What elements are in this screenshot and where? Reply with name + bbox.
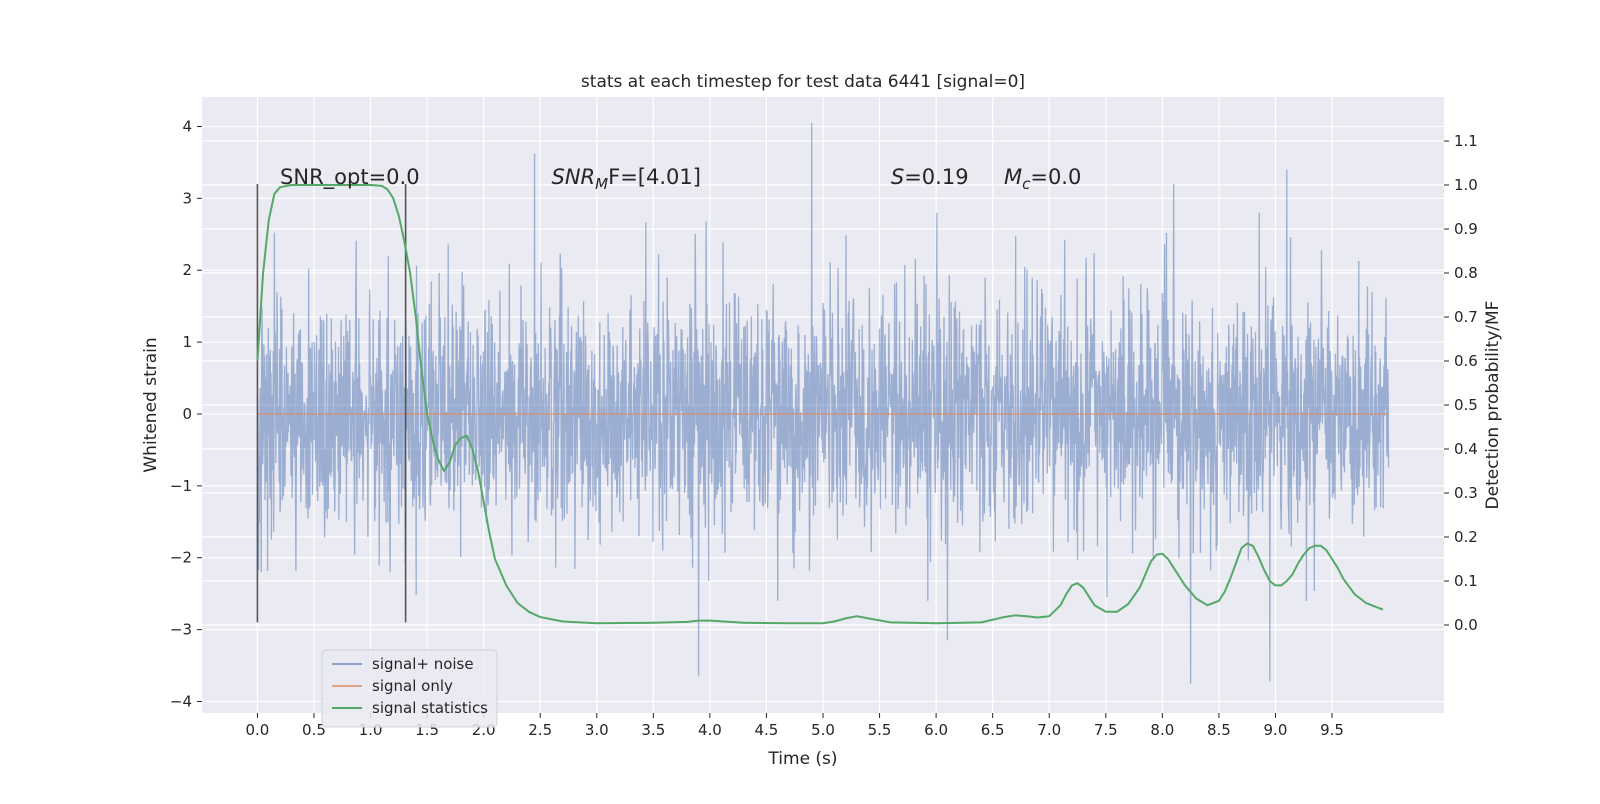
y-tick-label-right: 0.7	[1454, 308, 1478, 326]
y-tick-label-left: −2	[170, 549, 192, 567]
x-tick-label: 2.5	[528, 721, 552, 739]
y-tick-label-right: 0.9	[1454, 220, 1478, 238]
y-tick-label-left: 1	[182, 333, 192, 351]
y-tick-label-right: 0.8	[1454, 264, 1478, 282]
y-axis-label-left: Whitened strain	[141, 337, 161, 472]
line-signal-noise	[256, 122, 1390, 684]
line-signal-statistics	[256, 184, 1384, 625]
y-tick-label-left: 4	[182, 117, 192, 135]
x-tick-label: 5.5	[868, 721, 892, 739]
y-axis-label-right: Detection probability/MF	[1483, 301, 1503, 510]
x-tick-label: 3.5	[641, 721, 665, 739]
tick-labels: 0.0 0.5 1.0 1.5 2.0 2.5 3.0 3.5 4.0 4.5 5.0 5.5 6.0 6…	[170, 117, 1478, 739]
annotation-snr_mf: SNRMF=[4.01]	[552, 165, 701, 193]
x-axis-label: Time (s)	[767, 749, 837, 769]
x-tick-label: 4.0	[698, 721, 722, 739]
x-tick-label: 8.5	[1207, 721, 1231, 739]
legend-label-signal-only: signal only	[372, 677, 453, 695]
legend: signal+ noise signal only signal statist…	[321, 649, 498, 728]
y-tick-label-right: 1.0	[1454, 176, 1478, 194]
annotation-mc: Mc=0.0	[1004, 165, 1081, 193]
legend-box	[321, 649, 498, 728]
chart-title: stats at each timestep for test data 644…	[581, 72, 1025, 92]
x-tick-label: 4.5	[755, 721, 779, 739]
y-tick-label-right: 0.5	[1454, 396, 1478, 414]
y-tick-label-left: 2	[182, 261, 192, 279]
y-tick-label-right: 0.0	[1454, 616, 1478, 634]
y-tick-label-right: 0.2	[1454, 528, 1478, 546]
x-tick-label: 9.0	[1264, 721, 1288, 739]
y-tick-label-right: 0.1	[1454, 572, 1478, 590]
annotations: SNR_opt=0.0 SNRMF=[4.01] S=0.19 Mc=0.0	[280, 165, 1081, 193]
y-tick-label-left: −1	[170, 477, 192, 495]
x-tick-label: 7.5	[1094, 721, 1118, 739]
y-tick-label-right: 0.6	[1454, 352, 1478, 370]
x-tick-label: 0.0	[245, 721, 269, 739]
y-tick-label-right: 1.1	[1454, 132, 1478, 150]
x-tick-label: 6.0	[924, 721, 948, 739]
y-tick-label-left: 0	[182, 405, 192, 423]
legend-label-signal-noise: signal+ noise	[372, 655, 474, 673]
x-tick-label: 9.5	[1320, 721, 1344, 739]
annotation-snr_opt: SNR_opt=0.0	[280, 165, 420, 190]
annotation-s_stat: S=0.19	[891, 165, 969, 189]
vertical-markers	[256, 183, 407, 623]
x-tick-label: 8.0	[1150, 721, 1174, 739]
series-signal-statistics	[256, 184, 1384, 625]
legend-label-signal-statistics: signal statistics	[372, 699, 488, 717]
x-tick-label: 6.5	[981, 721, 1005, 739]
y-tick-label-right: 0.3	[1454, 484, 1478, 502]
y-tick-label-left: 3	[182, 189, 192, 207]
series-signal-noise	[256, 122, 1390, 684]
x-tick-label: 3.0	[585, 721, 609, 739]
x-tick-label: 0.5	[302, 721, 326, 739]
y-tick-label-right: 0.4	[1454, 440, 1478, 458]
y-tick-label-left: −3	[170, 621, 192, 639]
x-tick-label: 7.0	[1037, 721, 1061, 739]
x-tick-label: 5.0	[811, 721, 835, 739]
y-tick-label-left: −4	[170, 692, 192, 710]
